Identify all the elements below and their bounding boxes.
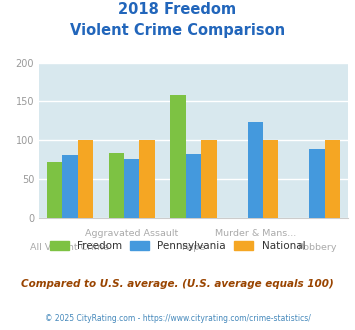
Bar: [201, 140, 217, 218]
Bar: [62, 155, 78, 218]
Legend: Freedom, Pennsylvania, National: Freedom, Pennsylvania, National: [50, 241, 305, 251]
Bar: [47, 162, 62, 218]
Bar: [325, 140, 340, 218]
Text: Murder & Mans...: Murder & Mans...: [215, 229, 296, 238]
Text: 2018 Freedom: 2018 Freedom: [119, 2, 236, 16]
Bar: [78, 140, 93, 218]
Text: Compared to U.S. average. (U.S. average equals 100): Compared to U.S. average. (U.S. average …: [21, 279, 334, 289]
Text: Rape: Rape: [181, 243, 206, 252]
Text: Violent Crime Comparison: Violent Crime Comparison: [70, 23, 285, 38]
Text: Robbery: Robbery: [297, 243, 337, 252]
Bar: [247, 122, 263, 218]
Bar: [124, 159, 140, 218]
Text: Aggravated Assault: Aggravated Assault: [85, 229, 178, 238]
Bar: [140, 140, 155, 218]
Bar: [309, 149, 325, 218]
Bar: [109, 153, 124, 218]
Bar: [263, 140, 278, 218]
Bar: [186, 154, 201, 218]
Text: © 2025 CityRating.com - https://www.cityrating.com/crime-statistics/: © 2025 CityRating.com - https://www.city…: [45, 314, 310, 323]
Bar: [170, 95, 186, 218]
Text: All Violent Crime: All Violent Crime: [31, 243, 109, 252]
